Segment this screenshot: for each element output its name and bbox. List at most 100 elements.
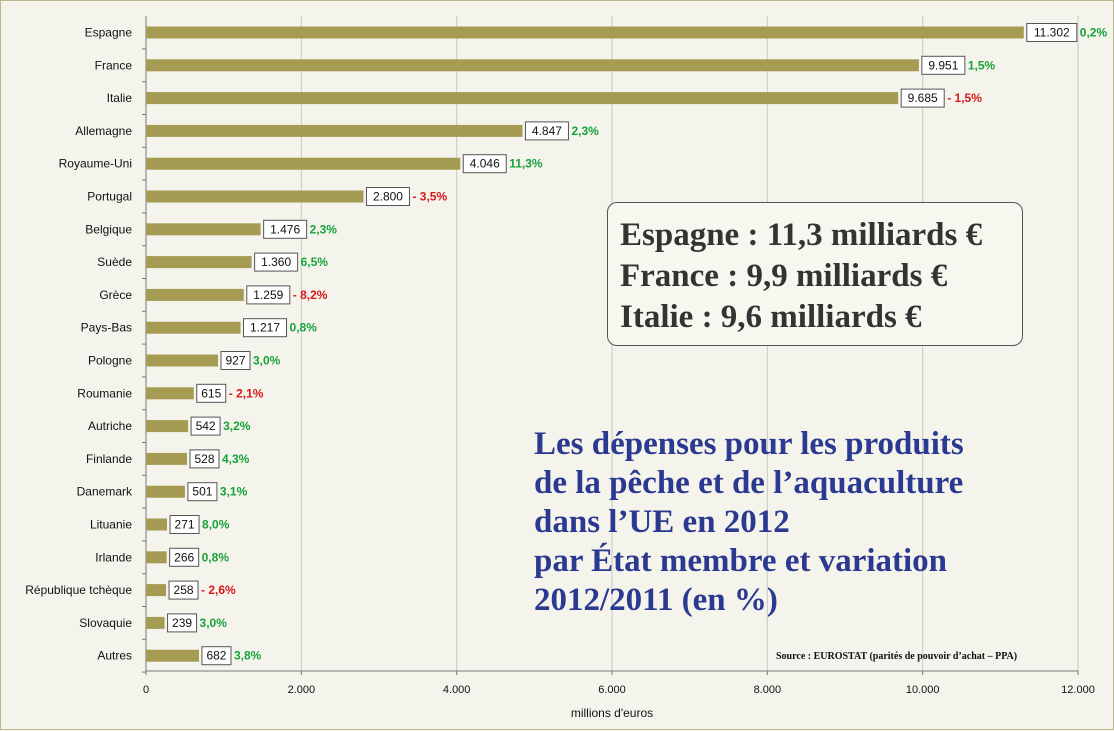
change-label: 2,3% bbox=[571, 124, 599, 138]
category-label: Espagne bbox=[85, 26, 133, 40]
x-tick-label: 2.000 bbox=[288, 684, 316, 696]
value-label-box bbox=[190, 416, 221, 436]
change-label: 0,2% bbox=[1080, 26, 1108, 40]
bar bbox=[146, 92, 899, 105]
bar bbox=[146, 616, 165, 629]
change-label: 4,3% bbox=[222, 452, 250, 466]
change-label: 3,2% bbox=[223, 419, 251, 433]
value-label-box bbox=[220, 351, 251, 370]
value-label: 927 bbox=[225, 354, 245, 368]
value-label-box bbox=[254, 252, 299, 272]
value-label: 2.800 bbox=[373, 190, 403, 204]
x-tick-label: 10.000 bbox=[906, 684, 940, 696]
x-tick-label: 0 bbox=[143, 684, 149, 696]
value-label: 271 bbox=[175, 518, 195, 532]
summary-line: Italie : 9,6 milliards € bbox=[620, 299, 922, 335]
category-label: République tchèque bbox=[25, 583, 132, 597]
value-label: 682 bbox=[206, 649, 226, 663]
value-label-box bbox=[1026, 23, 1078, 42]
value-label-box bbox=[246, 285, 291, 305]
value-label-box bbox=[243, 318, 288, 338]
value-label-box bbox=[169, 515, 200, 534]
value-label-box bbox=[167, 613, 198, 633]
bar bbox=[146, 354, 218, 367]
change-label: - 8,2% bbox=[293, 288, 328, 302]
change-label: - 2,1% bbox=[229, 386, 264, 400]
bar bbox=[146, 584, 167, 597]
category-label: Allemagne bbox=[75, 124, 132, 138]
bar bbox=[146, 190, 364, 203]
value-label: 9.951 bbox=[928, 58, 958, 72]
bar bbox=[146, 157, 461, 170]
headline-line: par État membre et variation bbox=[534, 543, 948, 579]
value-label-box bbox=[524, 121, 569, 141]
change-label: 3,1% bbox=[220, 485, 248, 499]
headline-line: Les dépenses pour les produits bbox=[534, 426, 964, 462]
value-label: 258 bbox=[174, 583, 194, 597]
headline-line: 2012/2011 (en %) bbox=[534, 582, 778, 618]
change-label: - 1,5% bbox=[947, 91, 982, 105]
category-label: Italie bbox=[107, 91, 133, 105]
value-label-box bbox=[462, 154, 507, 174]
value-label: 1.360 bbox=[261, 255, 291, 269]
category-label: Irlande bbox=[95, 550, 132, 564]
bar bbox=[146, 26, 1024, 39]
value-label-box bbox=[189, 449, 220, 469]
value-label-box bbox=[365, 187, 410, 206]
value-label: 4.847 bbox=[532, 124, 562, 138]
change-label: - 3,5% bbox=[412, 190, 447, 204]
category-label: Royaume-Uni bbox=[59, 157, 132, 171]
value-label: 266 bbox=[174, 550, 194, 564]
summary-line: France : 9,9 milliards € bbox=[620, 258, 948, 294]
bar bbox=[146, 387, 194, 400]
value-label: 9.685 bbox=[908, 91, 938, 105]
value-label-box bbox=[169, 547, 200, 567]
category-label: Danemark bbox=[77, 485, 133, 499]
value-label-box bbox=[187, 482, 218, 502]
change-label: 8,0% bbox=[202, 518, 230, 532]
chart-headline: Les dépenses pour les produits de la pêc… bbox=[534, 425, 1074, 620]
bar bbox=[146, 288, 244, 301]
value-label-box bbox=[263, 219, 308, 239]
value-label-box bbox=[168, 580, 199, 600]
bar bbox=[146, 485, 185, 498]
x-axis-label: millions d'euros bbox=[571, 706, 653, 720]
change-label: 3,8% bbox=[234, 649, 262, 663]
value-label-box bbox=[900, 88, 945, 108]
category-label: Grèce bbox=[99, 288, 132, 302]
bar bbox=[146, 551, 167, 564]
value-label: 542 bbox=[196, 419, 216, 433]
category-label: Belgique bbox=[85, 222, 132, 236]
category-label: Lituanie bbox=[90, 518, 132, 532]
headline-line: dans l’UE en 2012 bbox=[534, 504, 790, 540]
category-label: Suède bbox=[97, 255, 132, 269]
change-label: - 2,6% bbox=[201, 583, 236, 597]
category-label: Autriche bbox=[88, 419, 132, 433]
change-label: 6,5% bbox=[301, 255, 329, 269]
change-label: 0,8% bbox=[202, 550, 230, 564]
change-label: 3,0% bbox=[253, 354, 281, 368]
summary-line: Espagne : 11,3 milliards € bbox=[620, 217, 983, 253]
value-label: 1.476 bbox=[270, 222, 300, 236]
x-tick-label: 4.000 bbox=[443, 684, 471, 696]
value-label-box bbox=[196, 383, 227, 403]
source-note: Source : EUROSTAT (parités de pouvoir d’… bbox=[776, 651, 1018, 662]
x-tick-label: 8.000 bbox=[754, 684, 782, 696]
change-label: 11,3% bbox=[509, 157, 543, 171]
category-label: Pays-Bas bbox=[81, 321, 132, 335]
value-label: 615 bbox=[201, 386, 221, 400]
value-label-box bbox=[921, 55, 966, 75]
change-label: 1,5% bbox=[968, 58, 996, 72]
bar bbox=[146, 518, 168, 531]
value-label: 11.302 bbox=[1034, 26, 1070, 40]
category-label: Pologne bbox=[88, 354, 132, 368]
x-tick-label: 12.000 bbox=[1061, 684, 1095, 696]
change-label: 3,0% bbox=[200, 616, 228, 630]
bar bbox=[146, 452, 188, 465]
value-label: 4.046 bbox=[470, 157, 500, 171]
category-label: Autres bbox=[97, 649, 132, 663]
category-label: Finlande bbox=[86, 452, 132, 466]
bar bbox=[146, 59, 919, 72]
